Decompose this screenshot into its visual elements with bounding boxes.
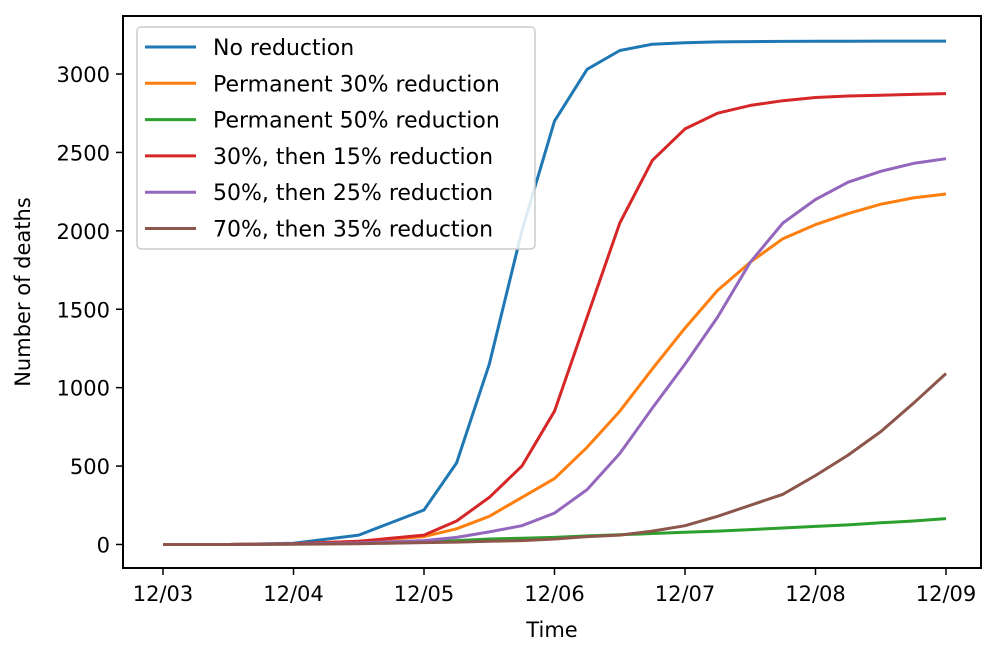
y-tick-label: 2500	[57, 141, 110, 165]
legend-box	[136, 26, 536, 250]
y-axis: 0 500 1000 1500 2000 2500 3000	[57, 63, 123, 557]
x-tick-label: 12/07	[655, 582, 716, 606]
series-line-0	[163, 39, 946, 546]
x-tick-label: 12/05	[394, 582, 455, 606]
y-tick-label: 500	[70, 455, 110, 479]
legend-label: 30%, then 15% reduction	[213, 145, 493, 170]
series-line-5	[163, 372, 948, 546]
y-tick-label: 0	[97, 533, 110, 557]
y-axis-label: Number of deaths	[11, 197, 35, 387]
x-tick-label: 12/08	[785, 582, 846, 606]
y-tick-label: 1500	[57, 298, 110, 322]
y-tick-label: 3000	[57, 63, 110, 87]
x-tick-label: 12/04	[263, 582, 324, 606]
y-tick-label: 2000	[57, 220, 110, 244]
x-axis: 12/03 12/04 12/05 12/06 12/07 12/08 12/09	[133, 568, 977, 606]
x-tick-label: 12/03	[133, 582, 194, 606]
plot-frame	[122, 15, 982, 569]
x-tick-label: 12/09	[916, 582, 977, 606]
x-tick-label: 12/06	[524, 582, 585, 606]
legend: No reduction Permanent 30% reduction Perma…	[136, 26, 536, 250]
legend-label: No reduction	[213, 36, 354, 61]
legend-label: Permanent 50% reduction	[213, 109, 500, 134]
series-line-2	[163, 517, 947, 546]
y-tick-label: 1000	[57, 377, 110, 401]
legend-label: 70%, then 35% reduction	[213, 218, 493, 243]
legend-label: 50%, then 25% reduction	[213, 181, 493, 206]
series-line-3	[163, 92, 947, 546]
series-lines	[163, 39, 948, 546]
x-axis-label: Time	[525, 618, 577, 642]
legend-label: Permanent 30% reduction	[213, 72, 500, 97]
